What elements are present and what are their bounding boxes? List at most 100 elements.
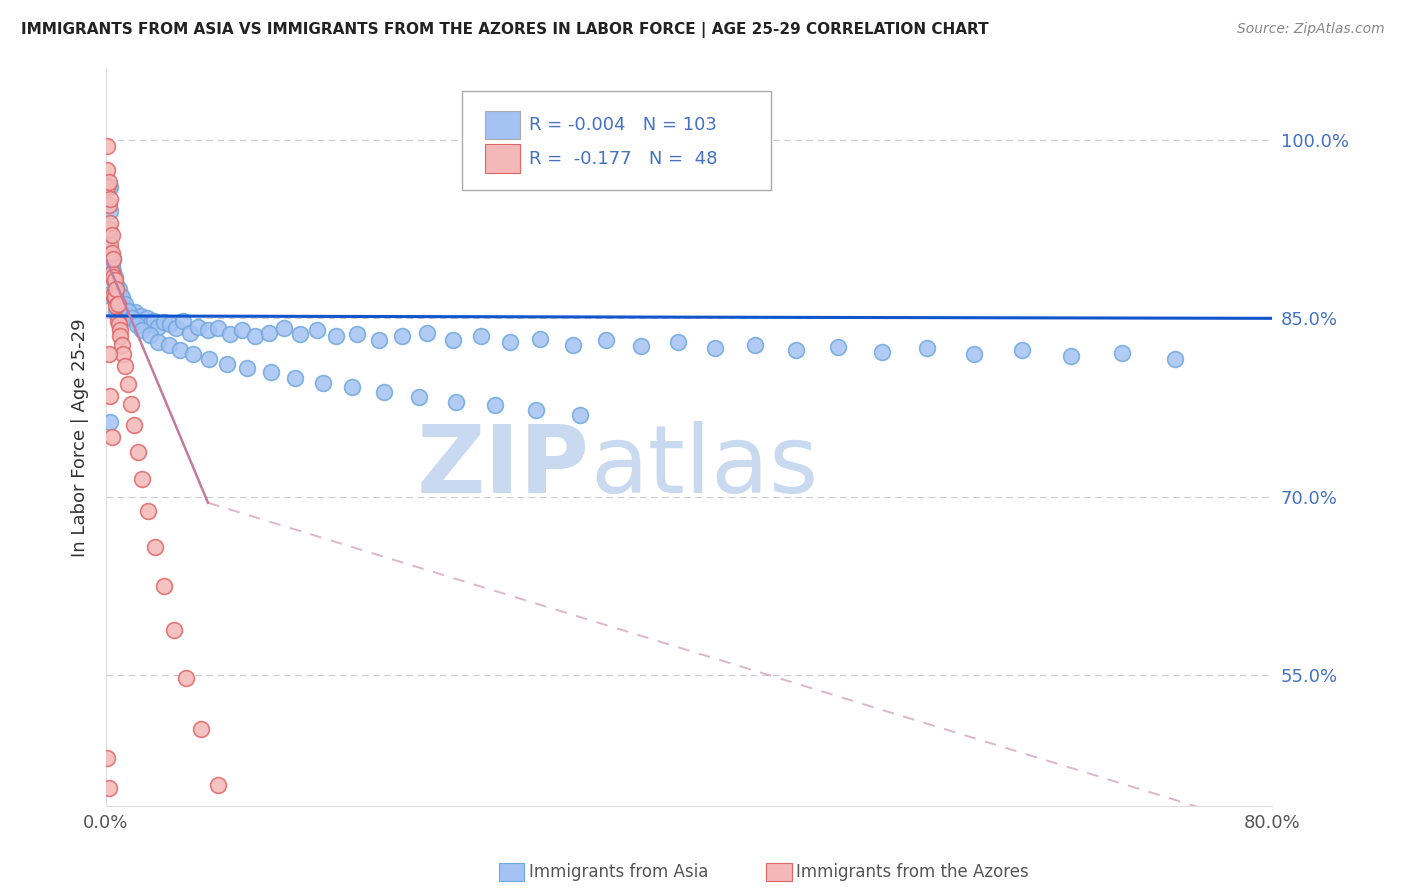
Point <box>1011 343 1033 358</box>
Point <box>135 311 157 326</box>
Point <box>97 180 120 194</box>
Point <box>97 198 120 212</box>
Point <box>124 305 146 319</box>
Point <box>105 282 128 296</box>
Point <box>98 237 121 252</box>
Point <box>307 323 329 337</box>
Text: R =  -0.177   N =  48: R = -0.177 N = 48 <box>530 150 718 168</box>
Point <box>284 371 307 385</box>
Point <box>915 341 938 355</box>
Point <box>121 311 143 326</box>
Point <box>257 326 280 340</box>
Point <box>105 300 128 314</box>
Point <box>103 287 125 301</box>
Point <box>107 297 129 311</box>
Point <box>107 290 129 304</box>
Point <box>228 837 250 851</box>
Point <box>127 314 149 328</box>
Point <box>207 321 229 335</box>
Point <box>117 304 139 318</box>
Point <box>117 309 139 323</box>
Point <box>110 329 132 343</box>
Point <box>112 347 135 361</box>
Point <box>105 305 128 319</box>
Point <box>163 623 186 637</box>
Point <box>568 408 591 422</box>
Point <box>346 326 368 341</box>
Point <box>97 228 120 243</box>
Point <box>103 264 125 278</box>
Point <box>112 300 135 314</box>
Point <box>98 193 121 207</box>
Point <box>97 347 120 361</box>
Point <box>325 329 347 343</box>
Point <box>470 329 492 343</box>
Point <box>98 389 121 403</box>
Text: Immigrants from Asia: Immigrants from Asia <box>529 863 709 881</box>
Point <box>104 290 127 304</box>
Point <box>165 321 187 335</box>
Point <box>207 778 229 792</box>
Point <box>98 216 121 230</box>
Point <box>273 321 295 335</box>
Point <box>107 314 129 328</box>
Point <box>114 308 136 322</box>
Point <box>121 308 143 322</box>
Point <box>96 751 118 765</box>
Point <box>215 357 238 371</box>
Point <box>107 303 129 318</box>
Point <box>288 326 311 341</box>
Point <box>190 722 212 736</box>
Text: ZIP: ZIP <box>418 421 591 513</box>
Point <box>97 781 120 796</box>
Point <box>136 504 159 518</box>
Point <box>367 333 389 347</box>
Point <box>104 273 127 287</box>
Point <box>98 204 121 219</box>
Point <box>120 311 142 326</box>
Point <box>243 329 266 343</box>
Point <box>111 301 134 316</box>
Point <box>132 315 155 329</box>
Point <box>138 328 160 343</box>
Point <box>100 430 122 444</box>
Point <box>1111 346 1133 360</box>
Point <box>103 287 125 301</box>
Bar <box>485 111 520 138</box>
Point <box>153 579 176 593</box>
Y-axis label: In Labor Force | Age 25-29: In Labor Force | Age 25-29 <box>72 318 89 557</box>
Point <box>114 359 136 373</box>
FancyBboxPatch shape <box>461 91 770 190</box>
Point <box>131 472 153 486</box>
Point <box>524 403 547 417</box>
Point <box>131 323 153 337</box>
Point <box>785 343 807 358</box>
Point <box>197 323 219 337</box>
Point <box>100 269 122 284</box>
Bar <box>485 145 520 172</box>
Point <box>218 326 240 341</box>
Point <box>105 282 128 296</box>
Point <box>260 365 283 379</box>
Point <box>179 326 201 340</box>
Point <box>312 376 335 390</box>
Point <box>484 398 506 412</box>
Point <box>499 335 522 350</box>
Point <box>100 258 122 272</box>
Point <box>231 323 253 337</box>
Point <box>97 240 120 254</box>
Point <box>108 297 131 311</box>
Point <box>100 246 122 260</box>
Point <box>111 290 134 304</box>
Point <box>157 337 180 351</box>
Point <box>138 318 160 332</box>
Point <box>98 246 121 260</box>
Point <box>96 287 118 301</box>
Point <box>236 361 259 376</box>
Point <box>441 333 464 347</box>
Point <box>666 335 689 350</box>
Point <box>148 335 170 350</box>
Point <box>391 329 413 343</box>
Point <box>1164 351 1187 366</box>
Point <box>704 341 727 355</box>
